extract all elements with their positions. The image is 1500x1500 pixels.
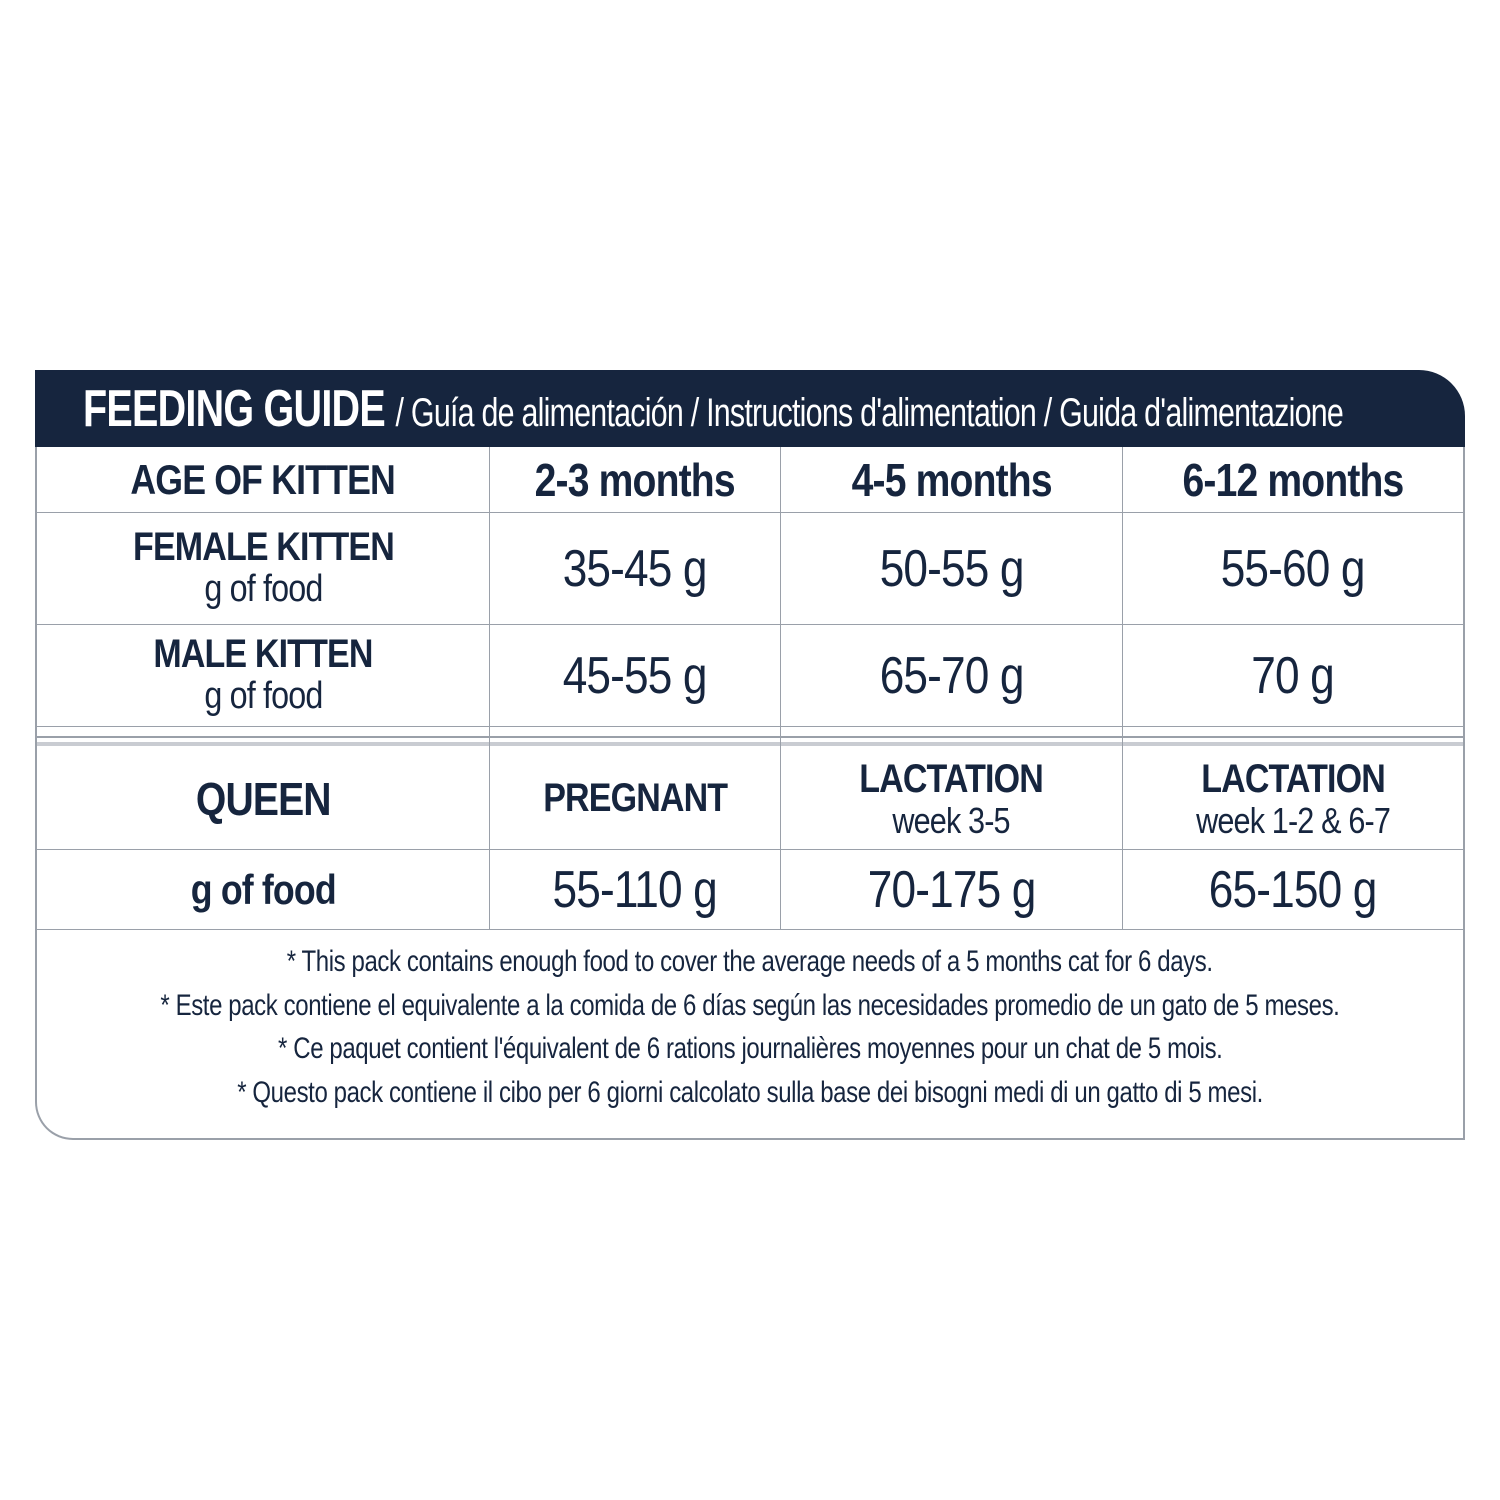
male-kitten-value-2-3: 45-55 g bbox=[490, 625, 781, 727]
queen-value-pregnant: 55-110 g bbox=[490, 850, 781, 930]
queen-value-lactation-1-2-6-7: 65-150 g bbox=[1123, 850, 1463, 930]
header-bar: FEEDING GUIDE / Guía de alimentación / I… bbox=[35, 370, 1465, 447]
feeding-guide-title: FEEDING GUIDE bbox=[83, 379, 386, 438]
female-kitten-value-6-12: 55-60 g bbox=[1123, 513, 1463, 625]
queen-col-pregnant: PREGNANT bbox=[490, 749, 781, 850]
footnote-en: * This pack contains enough food to cove… bbox=[287, 945, 1213, 978]
male-kitten-label-cell: MALE KITTEN g of food bbox=[37, 625, 490, 727]
female-kitten-label-cell: FEMALE KITTEN g of food bbox=[37, 513, 490, 625]
female-kitten-label: FEMALE KITTEN bbox=[132, 525, 395, 569]
footnotes-block: * This pack contains enough food to cove… bbox=[37, 930, 1463, 1138]
header-text-line: FEEDING GUIDE / Guía de alimentación / I… bbox=[83, 379, 1344, 439]
section-divider bbox=[1123, 727, 1463, 749]
male-kitten-label: MALE KITTEN bbox=[153, 632, 373, 676]
queen-g-of-food-label: g of food bbox=[190, 865, 336, 913]
female-kitten-value-2-3: 35-45 g bbox=[490, 513, 781, 625]
male-kitten-value-6-12: 70 g bbox=[1123, 625, 1463, 727]
queen-g-of-food-label-cell: g of food bbox=[37, 850, 490, 930]
footnote-es: * Este pack contiene el equivalente a la… bbox=[160, 988, 1340, 1022]
footnote-it: * Questo pack contiene il cibo per 6 gio… bbox=[237, 1075, 1263, 1109]
footnote-fr: * Ce paquet contient l'équivalent de 6 r… bbox=[277, 1032, 1223, 1065]
feeding-guide-card: FEEDING GUIDE / Guía de alimentación / I… bbox=[35, 370, 1465, 1140]
section-divider bbox=[781, 727, 1123, 749]
male-kitten-value-4-5: 65-70 g bbox=[781, 625, 1123, 727]
col-header-4-5-months: 4-5 months bbox=[781, 447, 1123, 513]
col-header-2-3-months: 2-3 months bbox=[490, 447, 781, 513]
queen-label: QUEEN bbox=[195, 773, 332, 825]
female-kitten-sublabel: g of food bbox=[203, 568, 323, 611]
feeding-table: AGE OF KITTEN 2-3 months 4-5 months 6-12… bbox=[35, 447, 1465, 1140]
female-kitten-value-4-5: 50-55 g bbox=[781, 513, 1123, 625]
section-divider bbox=[490, 727, 781, 749]
queen-value-lactation-3-5: 70-175 g bbox=[781, 850, 1123, 930]
col-header-6-12-months: 6-12 months bbox=[1123, 447, 1463, 513]
age-of-kitten-header-cell: AGE OF KITTEN bbox=[37, 447, 490, 513]
feeding-guide-subtitle: / Guía de alimentación / Instructions d'… bbox=[395, 390, 1344, 435]
queen-col-lactation-3-5: LACTATION week 3-5 bbox=[781, 749, 1123, 850]
section-divider bbox=[37, 727, 490, 749]
queen-header-cell: QUEEN bbox=[37, 749, 490, 850]
queen-col-lactation-1-2-6-7: LACTATION week 1-2 & 6-7 bbox=[1123, 749, 1463, 850]
male-kitten-sublabel: g of food bbox=[203, 675, 323, 718]
age-of-kitten-label: AGE OF KITTEN bbox=[130, 455, 396, 503]
